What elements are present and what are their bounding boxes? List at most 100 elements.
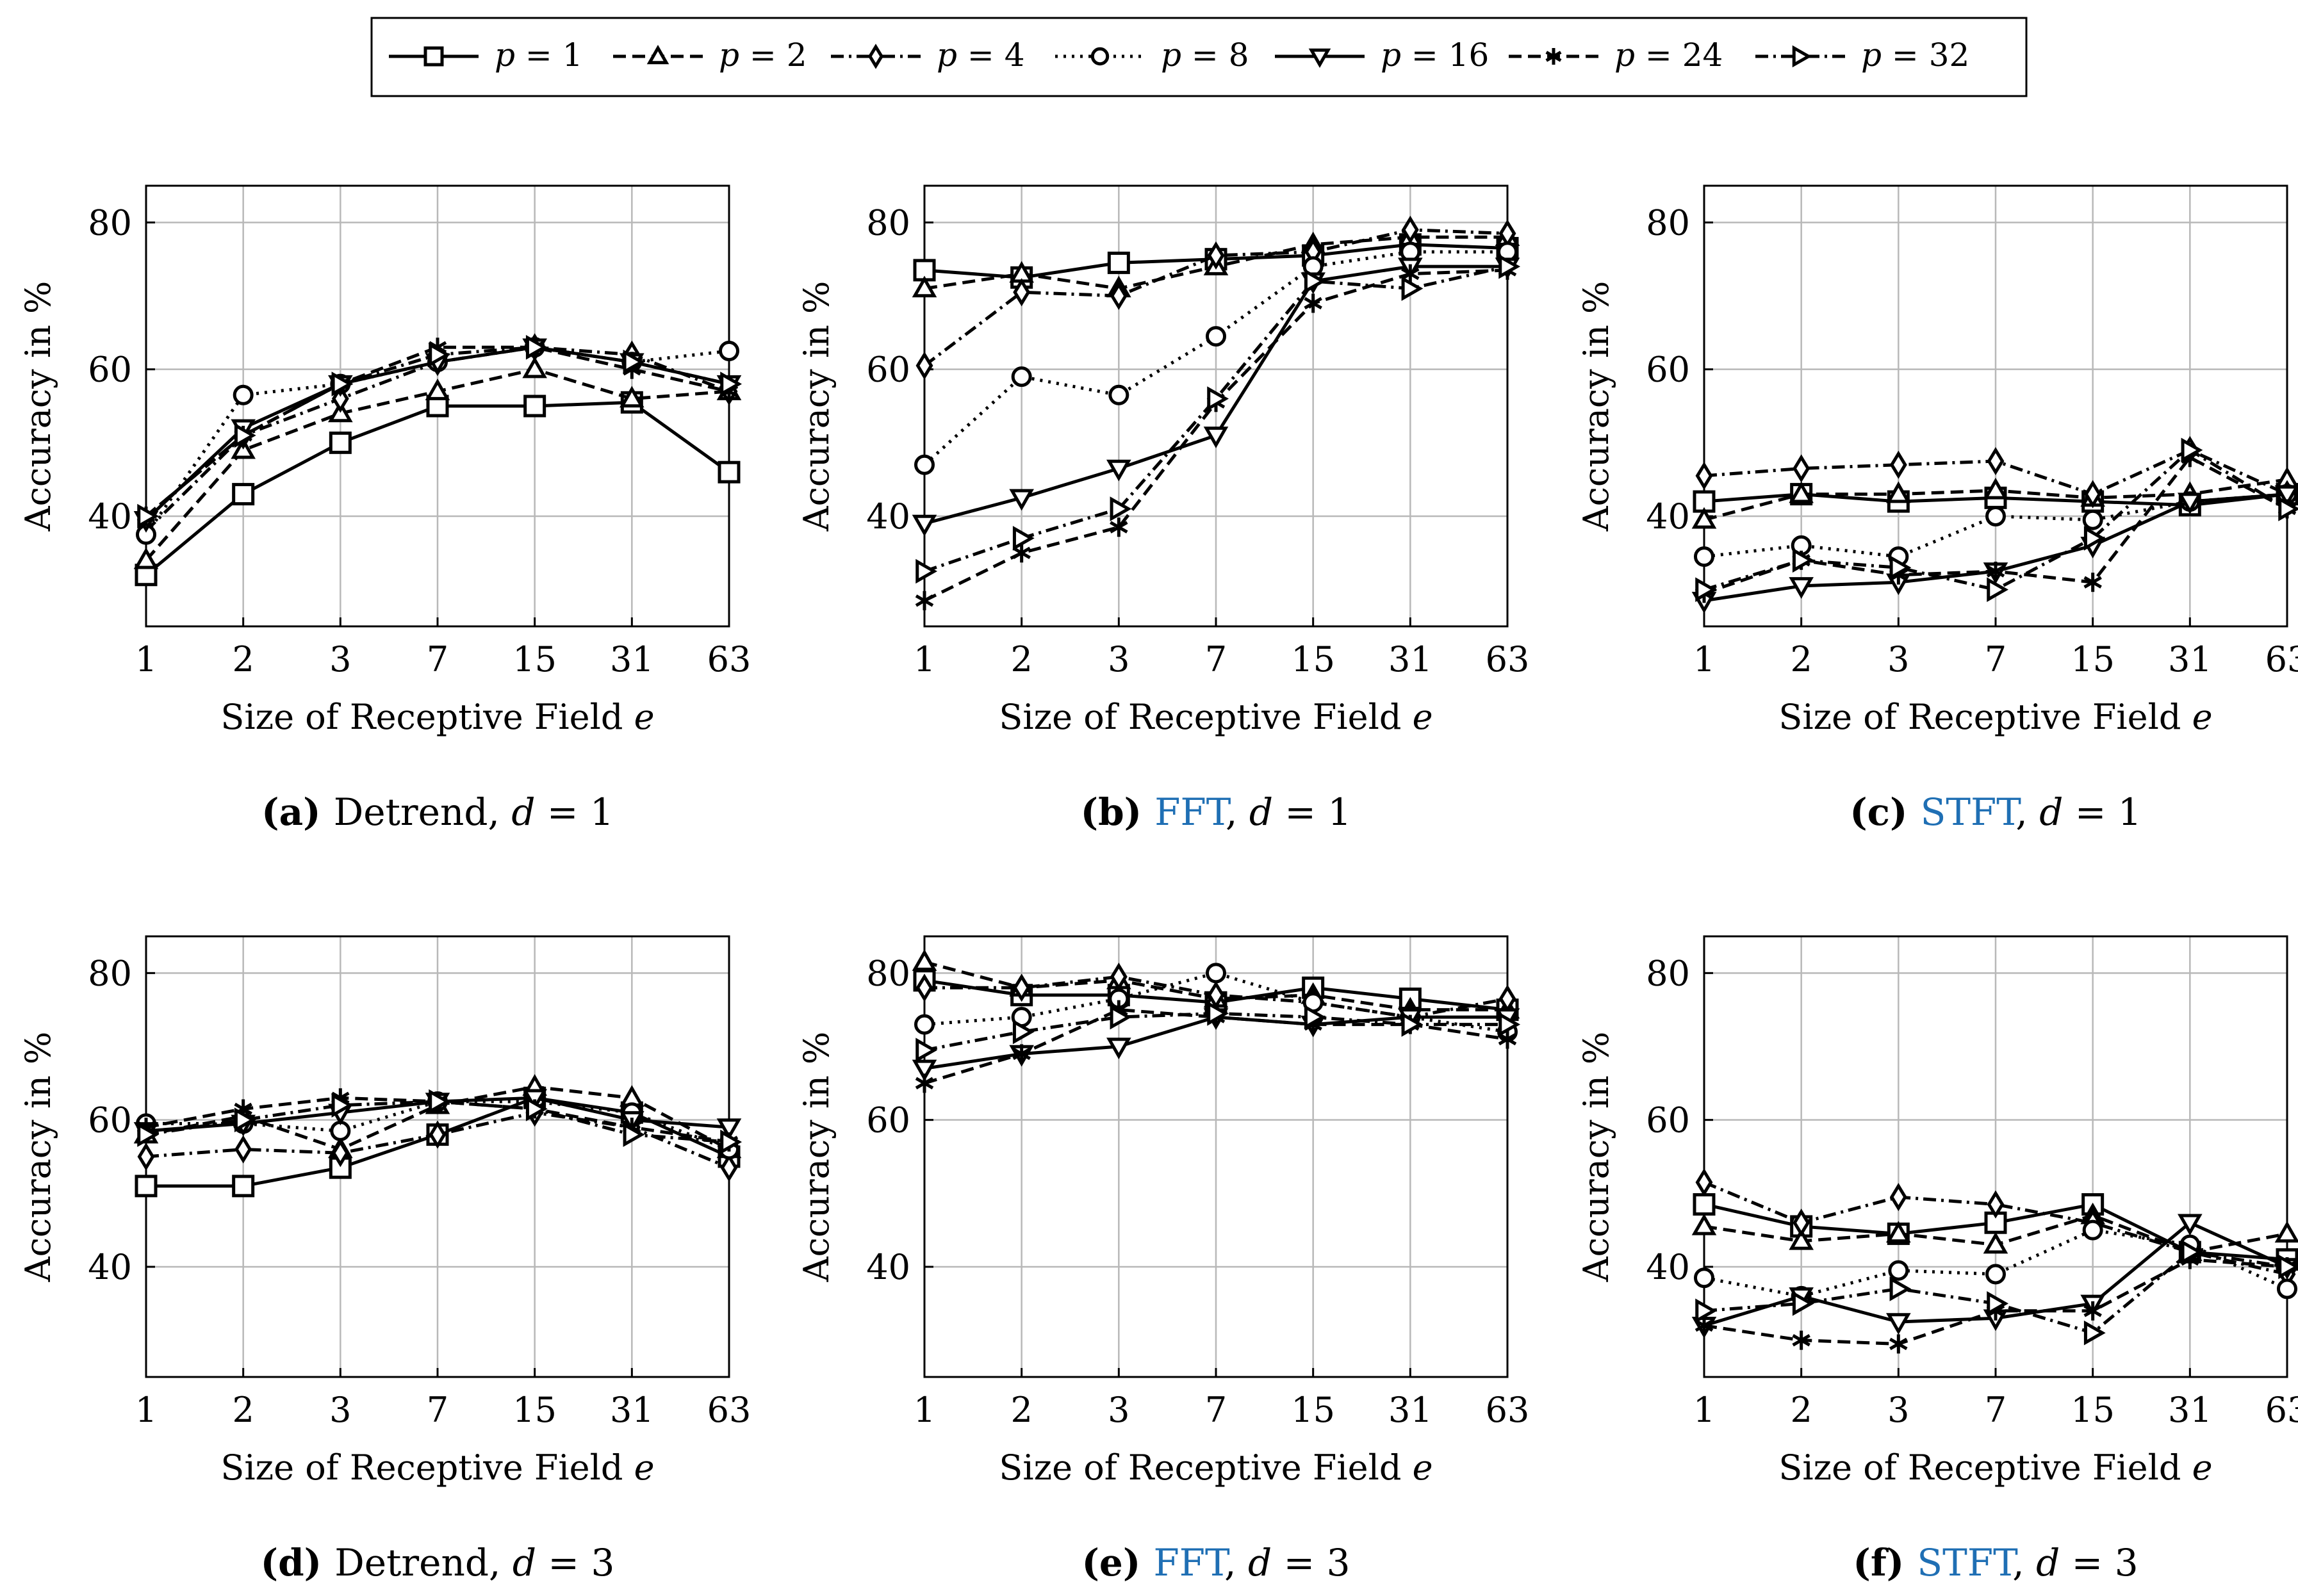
legend-entry: p = 16 (1275, 37, 1489, 74)
data-point (2178, 493, 2203, 515)
data-point (1498, 1029, 1517, 1049)
data-point (331, 1139, 349, 1168)
data-point (1013, 973, 1031, 1002)
legend-marker (1090, 47, 1110, 66)
x-tick-label: 2 (232, 639, 254, 680)
x-tick-label: 3 (1108, 1390, 1129, 1430)
data-point (232, 483, 255, 506)
legend-entry: p = 24 (1509, 37, 1723, 74)
x-tick-label: 63 (1486, 1390, 1530, 1430)
data-point (234, 423, 256, 448)
x-tick-label: 1 (135, 1390, 157, 1430)
chart-panel: 1 2 3 7 15 31 63 40 60 80 Size of Receptive Field … (18, 184, 751, 834)
data-point (1792, 548, 1814, 573)
data-point (1889, 555, 1912, 580)
series (915, 1001, 1521, 1063)
x-tick-label: 15 (513, 639, 557, 680)
x-axis-label: Size of Receptive Field e (1778, 697, 2212, 737)
y-tick-label: 40 (866, 1247, 910, 1287)
y-tick-label: 80 (88, 953, 132, 993)
panel-caption: (b) FFT, d = 1 (1081, 790, 1352, 834)
data-point (1987, 1190, 2005, 1219)
x-tick-label: 7 (1985, 639, 2007, 680)
data-point (331, 1093, 354, 1118)
y-tick-label: 40 (1646, 1247, 1690, 1287)
x-axis-label: Size of Receptive Field e (220, 697, 654, 737)
data-point (1012, 543, 1031, 563)
x-tick-label: 3 (1108, 639, 1129, 680)
data-point (1889, 1276, 1912, 1301)
data-point (1987, 577, 2009, 602)
x-tick-label: 31 (1388, 639, 1432, 680)
data-point (1013, 278, 1031, 307)
legend-label: p = 24 (1614, 37, 1723, 74)
data-point (1789, 1228, 1814, 1250)
series (915, 254, 1521, 584)
legend-entry: p = 32 (1755, 37, 1969, 74)
legend-marker (1545, 48, 1562, 65)
data-point (1691, 1213, 1717, 1235)
data-point (1401, 1012, 1424, 1037)
data-point (2278, 1254, 2298, 1280)
data-point (234, 1135, 252, 1164)
x-tick-label: 2 (1790, 1390, 1812, 1430)
legend-label: p = 4 (937, 37, 1025, 74)
chart-panel: 1 2 3 7 15 31 63 40 60 80 Size of Receptive Field … (796, 184, 1529, 834)
x-axis-label: Size of Receptive Field e (999, 697, 1432, 737)
data-point (1107, 251, 1130, 274)
data-point (1304, 293, 1322, 313)
x-tick-label: 31 (610, 1390, 654, 1430)
y-axis-label: Accuracy in % (796, 281, 837, 532)
data-point (915, 558, 938, 584)
data-point (1011, 366, 1032, 387)
data-point (1789, 481, 1814, 503)
data-point (1401, 215, 1419, 244)
legend-box (370, 17, 2028, 97)
data-point (2083, 526, 2106, 551)
x-tick-label: 2 (1790, 639, 1812, 680)
x-tick-label: 1 (914, 1390, 935, 1430)
x-tick-label: 15 (1291, 1390, 1335, 1430)
x-tick-label: 15 (2071, 639, 2115, 680)
x-tick-label: 63 (707, 639, 751, 680)
y-tick-label: 40 (1646, 496, 1690, 537)
data-point (1694, 546, 1714, 567)
data-point (137, 503, 160, 529)
y-axis-label: Accuracy in % (18, 1032, 58, 1283)
y-tick-label: 60 (88, 1100, 132, 1141)
y-axis-label: Accuracy in % (18, 281, 58, 532)
data-point (135, 1175, 158, 1198)
data-point (137, 1142, 155, 1171)
y-tick-label: 80 (1646, 953, 1690, 993)
legend-marker (646, 44, 669, 65)
data-point (1401, 276, 1424, 301)
data-point (523, 395, 546, 418)
data-point (719, 341, 739, 361)
data-point (2274, 485, 2298, 507)
series (137, 334, 743, 529)
legend-label: p = 32 (1861, 37, 1969, 74)
data-point (1304, 1004, 1326, 1030)
data-point (1987, 1291, 2009, 1316)
x-tick-label: 1 (914, 639, 935, 680)
x-tick-label: 7 (1205, 1390, 1227, 1430)
data-point (2083, 573, 2102, 592)
data-point (1110, 281, 1128, 311)
data-point (2181, 437, 2203, 463)
data-point (2277, 1278, 2297, 1299)
chart-panel: 1 2 3 7 15 31 63 40 60 80 Size of Receptive Field … (796, 935, 1530, 1584)
series (1695, 436, 2296, 509)
data-point (429, 342, 451, 368)
data-point (1986, 562, 2005, 581)
data-point (331, 371, 354, 396)
x-tick-label: 31 (610, 639, 654, 680)
data-point (914, 1014, 935, 1035)
data-point (1691, 507, 1717, 529)
x-tick-label: 2 (1010, 1390, 1032, 1430)
data-point (1498, 254, 1521, 279)
y-tick-label: 40 (88, 1247, 132, 1287)
data-point (1983, 1232, 2008, 1254)
y-axis-label: Accuracy in % (796, 1032, 837, 1283)
data-point (1207, 386, 1229, 411)
data-point (915, 1038, 938, 1063)
